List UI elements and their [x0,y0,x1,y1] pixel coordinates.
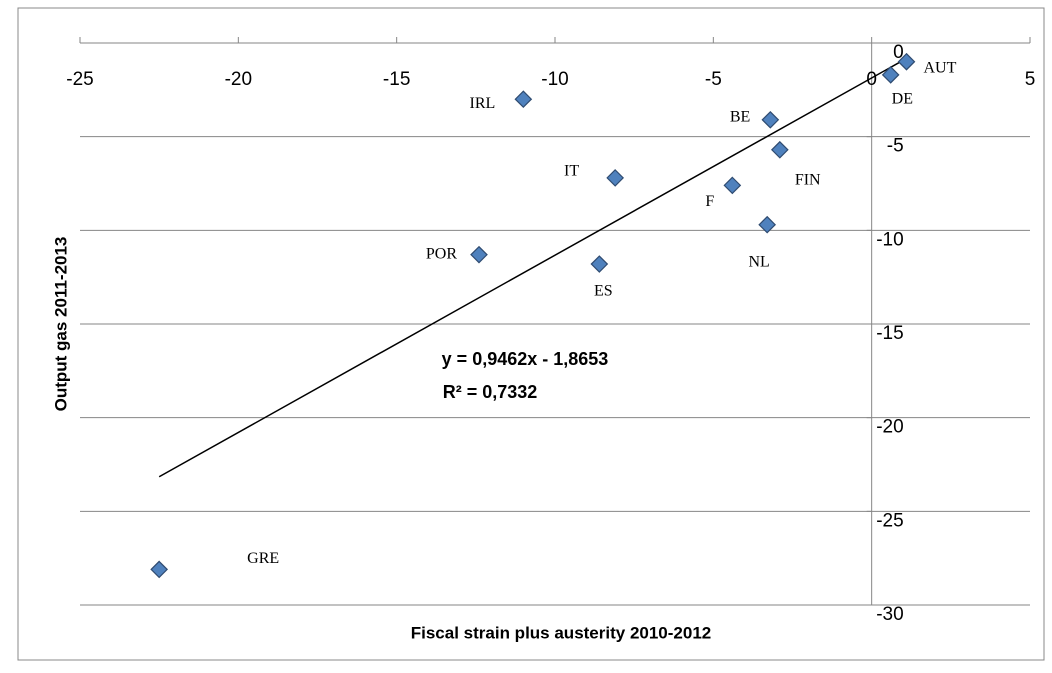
y-tick-label: 0 [893,42,904,63]
x-tick-label: 5 [1025,69,1036,90]
y-tick-label: -10 [876,229,903,250]
x-tick-label: -20 [225,69,252,90]
y-tick-label: -25 [876,510,903,531]
x-tick-label: -5 [705,69,722,90]
x-tick-label: -10 [541,69,568,90]
trendline-equation: y = 0,9462x - 1,8653 [442,349,609,369]
x-tick-label: -25 [66,69,93,90]
y-tick-label: -20 [876,417,903,438]
point-label: IT [564,163,579,180]
point-label: DE [892,91,913,108]
y-tick-label: -15 [876,323,903,344]
point-label: IRL [470,95,496,112]
point-label: NL [749,253,770,270]
point-label: F [705,193,714,210]
point [514,90,533,109]
point [590,255,609,273]
x-tick-label: 0 [866,69,877,90]
point [758,215,777,234]
y-tick-label: -5 [887,136,904,157]
point [470,245,488,264]
point [723,176,742,195]
point [897,52,916,71]
point [606,169,625,187]
x-axis-title: Fiscal strain plus austerity 2010-2012 [411,623,712,642]
y-axis-title: Output gas 2011-2013 [51,237,70,412]
chart-border [17,7,1045,661]
point-label: POR [426,245,457,262]
trendline-r-squared: R² = 0,7332 [443,382,538,402]
point [761,110,780,129]
x-tick-label: -15 [383,69,410,90]
point-label: GRE [247,550,279,567]
point-label: FIN [795,171,821,188]
point-label: ES [594,283,613,300]
trendline [158,57,907,478]
point [770,140,789,159]
point [881,65,900,84]
point [150,560,169,579]
y-tick-label: -30 [876,604,903,625]
point-label: AUT [924,59,957,76]
point-label: BE [730,108,750,125]
